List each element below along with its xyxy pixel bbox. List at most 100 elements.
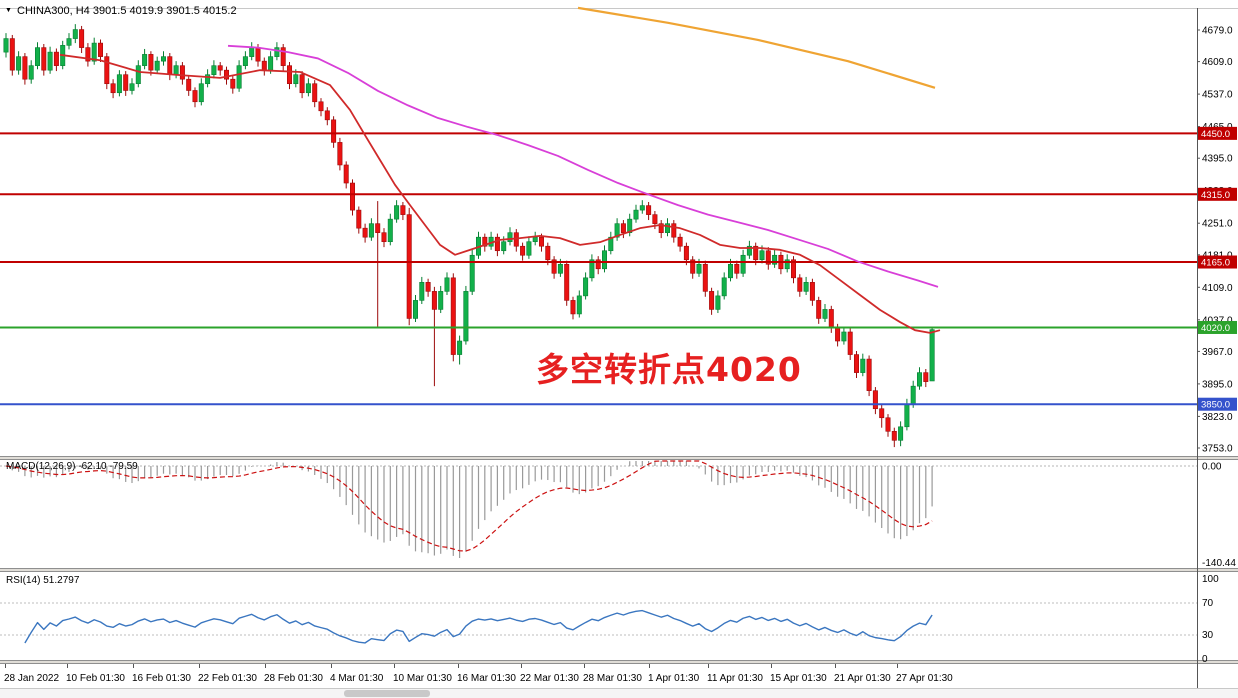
- candle-body: [520, 245, 526, 256]
- candle-body: [16, 56, 22, 71]
- candle-body: [809, 282, 815, 301]
- candle-body: [242, 56, 248, 66]
- candle-body: [324, 110, 330, 121]
- candle-body: [614, 223, 620, 238]
- price-badge: [1198, 397, 1237, 411]
- candle-body: [608, 236, 614, 252]
- candle-body: [381, 232, 387, 243]
- candle-body: [904, 403, 910, 428]
- candle-body: [3, 38, 9, 53]
- candle-body: [740, 254, 746, 274]
- candle-body: [658, 223, 664, 233]
- candle-body: [9, 38, 15, 71]
- price-tick-label: 4251.0: [1202, 219, 1233, 230]
- candle-body: [286, 65, 292, 85]
- candle-body: [28, 65, 34, 80]
- chart-header: ▼ CHINA300, H4 3901.5 4019.9 3901.5 4015…: [5, 5, 237, 17]
- candle-body: [457, 340, 463, 355]
- price-badge: [1198, 187, 1237, 201]
- candle-body: [375, 223, 381, 233]
- macd-level-label: -140.44: [1202, 558, 1236, 569]
- candle-body: [337, 142, 343, 166]
- candle-body: [91, 42, 97, 62]
- horizontal-scrollbar-track[interactable]: [0, 689, 1238, 698]
- candle-body: [646, 205, 652, 215]
- candle-body: [104, 56, 110, 85]
- candle-body: [595, 259, 601, 270]
- candle-body: [885, 417, 891, 432]
- time-tick-label: 27 Apr 01:30: [896, 673, 953, 684]
- panel-divider[interactable]: [0, 568, 1238, 572]
- candle-body: [847, 331, 853, 355]
- time-tick-label: 22 Mar 01:30: [520, 673, 579, 684]
- candle-body: [538, 236, 544, 247]
- macd-indicator-label: MACD(12,26,9) -62.10 -79.59: [6, 461, 138, 472]
- candle-body: [400, 205, 406, 215]
- candle-body: [564, 263, 570, 301]
- price-tick-label: 4609.0: [1202, 57, 1233, 68]
- candle-body: [343, 164, 349, 184]
- candle-body: [576, 295, 582, 315]
- candle-body: [583, 277, 589, 297]
- price-tick-label: 4109.0: [1202, 283, 1233, 294]
- candlestick-series: [3, 24, 935, 448]
- price-tick-label: 4395.0: [1202, 154, 1233, 165]
- time-tick-label: 10 Feb 01:30: [66, 673, 125, 684]
- orange-trendline[interactable]: [577, 6, 936, 89]
- candle-body: [639, 205, 645, 211]
- time-tick-label: 16 Feb 01:30: [132, 673, 191, 684]
- candle-body: [620, 223, 626, 233]
- panel-divider[interactable]: [0, 456, 1238, 460]
- rsi-level-label: 70: [1202, 598, 1214, 609]
- candle-body: [702, 263, 708, 292]
- price-badge: [1198, 255, 1237, 269]
- symbol-dropdown-icon[interactable]: ▼: [5, 7, 12, 14]
- candle-body: [532, 236, 538, 243]
- price-tick-label: 3823.0: [1202, 412, 1233, 423]
- macd-signal-line: [5, 460, 933, 552]
- panel-divider[interactable]: [0, 660, 1238, 664]
- candle-body: [419, 282, 425, 301]
- candle-body: [66, 38, 72, 46]
- macd-level-label: 0.00: [1202, 462, 1222, 473]
- candle-body: [690, 259, 696, 274]
- candle-body: [148, 54, 154, 71]
- candle-body: [444, 277, 450, 292]
- price-tick-label: 4037.0: [1202, 315, 1233, 326]
- candle-body: [507, 232, 513, 243]
- candle-body: [803, 282, 809, 292]
- candle-body: [129, 83, 135, 91]
- candle-body: [910, 385, 916, 405]
- candle-body: [494, 236, 500, 252]
- candle-body: [192, 90, 198, 103]
- annotation-text[interactable]: 多空转折点4020: [536, 350, 802, 389]
- candle-body: [116, 74, 122, 94]
- candle-body: [431, 291, 437, 310]
- rsi-level-label: 0: [1202, 654, 1208, 665]
- candle-body: [545, 245, 551, 261]
- candle-body: [167, 56, 173, 75]
- price-badge-label: 4165.0: [1201, 258, 1230, 269]
- candle-body: [198, 83, 204, 103]
- candle-body: [268, 56, 274, 71]
- candle-body: [425, 282, 431, 292]
- candle-body: [293, 74, 299, 85]
- candle-body: [255, 47, 261, 62]
- candle-body: [557, 263, 563, 274]
- candle-body: [677, 236, 683, 247]
- candle-body: [759, 250, 765, 261]
- candle-body: [85, 47, 91, 62]
- horizontal-scrollbar-thumb[interactable]: [344, 690, 430, 697]
- candle-body: [664, 223, 670, 233]
- candle-body: [727, 263, 733, 279]
- candle-body: [601, 250, 607, 270]
- candle-body: [891, 430, 897, 441]
- price-badge-label: 3850.0: [1201, 400, 1230, 411]
- candle-body: [551, 259, 557, 274]
- candle-body: [633, 209, 639, 220]
- time-tick-label: 28 Jan 2022: [4, 673, 59, 684]
- candle-body: [860, 358, 866, 373]
- candle-body: [879, 408, 885, 419]
